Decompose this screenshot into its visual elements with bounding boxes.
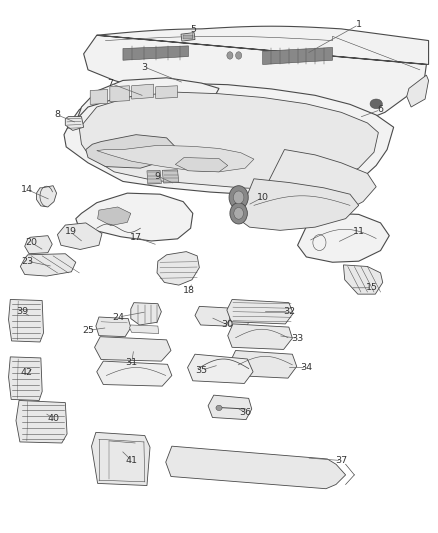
Text: 18: 18 bbox=[183, 286, 194, 295]
Text: 33: 33 bbox=[291, 334, 304, 343]
Text: 14: 14 bbox=[21, 185, 33, 194]
Polygon shape bbox=[157, 252, 199, 285]
Polygon shape bbox=[181, 33, 195, 41]
Polygon shape bbox=[123, 46, 188, 60]
Polygon shape bbox=[297, 213, 389, 262]
Polygon shape bbox=[57, 223, 102, 249]
Polygon shape bbox=[25, 236, 52, 254]
Text: 41: 41 bbox=[126, 456, 138, 465]
Circle shape bbox=[227, 52, 233, 59]
Circle shape bbox=[229, 185, 248, 209]
Text: 25: 25 bbox=[82, 326, 94, 335]
Circle shape bbox=[230, 203, 247, 224]
Polygon shape bbox=[86, 135, 175, 168]
Polygon shape bbox=[97, 361, 172, 386]
Text: 32: 32 bbox=[283, 307, 295, 316]
Polygon shape bbox=[98, 207, 131, 225]
Polygon shape bbox=[95, 337, 171, 361]
Polygon shape bbox=[147, 170, 161, 184]
Polygon shape bbox=[132, 84, 153, 99]
Polygon shape bbox=[343, 265, 383, 294]
Polygon shape bbox=[208, 395, 252, 419]
Text: 19: 19 bbox=[64, 228, 77, 237]
Polygon shape bbox=[77, 78, 219, 119]
Polygon shape bbox=[162, 169, 179, 183]
Polygon shape bbox=[36, 185, 57, 207]
Text: 36: 36 bbox=[239, 408, 251, 417]
Polygon shape bbox=[166, 446, 346, 489]
Text: 40: 40 bbox=[47, 414, 59, 423]
Text: 10: 10 bbox=[257, 193, 268, 202]
Polygon shape bbox=[237, 179, 359, 230]
Polygon shape bbox=[92, 432, 150, 486]
Circle shape bbox=[236, 52, 242, 59]
Text: 15: 15 bbox=[366, 283, 378, 292]
Polygon shape bbox=[76, 193, 193, 241]
Polygon shape bbox=[195, 306, 231, 326]
Text: 1: 1 bbox=[356, 20, 362, 29]
Circle shape bbox=[234, 207, 244, 219]
Polygon shape bbox=[9, 357, 42, 400]
Ellipse shape bbox=[216, 405, 222, 410]
Text: 24: 24 bbox=[113, 312, 124, 321]
Text: 6: 6 bbox=[378, 105, 384, 114]
Polygon shape bbox=[131, 303, 161, 325]
Polygon shape bbox=[155, 86, 177, 99]
Polygon shape bbox=[407, 75, 428, 107]
Polygon shape bbox=[227, 300, 293, 324]
Text: 39: 39 bbox=[17, 307, 28, 316]
FancyBboxPatch shape bbox=[183, 35, 193, 39]
Polygon shape bbox=[263, 47, 332, 64]
Text: 3: 3 bbox=[142, 63, 148, 71]
Polygon shape bbox=[263, 150, 376, 219]
Text: 11: 11 bbox=[353, 228, 365, 237]
Polygon shape bbox=[230, 351, 297, 378]
Text: 17: 17 bbox=[130, 233, 142, 242]
Text: 35: 35 bbox=[195, 366, 208, 375]
Text: 42: 42 bbox=[21, 368, 33, 377]
Text: 23: 23 bbox=[21, 257, 33, 265]
Text: 31: 31 bbox=[126, 358, 138, 367]
Polygon shape bbox=[228, 324, 292, 350]
Polygon shape bbox=[97, 146, 254, 172]
Polygon shape bbox=[110, 86, 130, 102]
Polygon shape bbox=[16, 400, 67, 443]
Polygon shape bbox=[90, 90, 108, 104]
Text: 7: 7 bbox=[107, 78, 113, 87]
Text: 37: 37 bbox=[335, 456, 347, 465]
Text: 30: 30 bbox=[222, 320, 234, 329]
Polygon shape bbox=[79, 92, 378, 190]
Polygon shape bbox=[130, 325, 159, 334]
Text: 34: 34 bbox=[300, 363, 312, 372]
Polygon shape bbox=[84, 26, 428, 128]
Polygon shape bbox=[64, 83, 394, 196]
Polygon shape bbox=[229, 308, 251, 328]
Text: 9: 9 bbox=[155, 172, 161, 181]
Polygon shape bbox=[175, 158, 228, 172]
Polygon shape bbox=[20, 254, 76, 276]
Circle shape bbox=[233, 191, 244, 204]
Polygon shape bbox=[9, 300, 43, 342]
Text: 20: 20 bbox=[25, 238, 37, 247]
Polygon shape bbox=[65, 117, 84, 131]
Polygon shape bbox=[96, 317, 131, 337]
Text: 8: 8 bbox=[54, 110, 60, 119]
Ellipse shape bbox=[370, 99, 382, 109]
Text: 5: 5 bbox=[190, 26, 196, 35]
Polygon shape bbox=[187, 354, 253, 383]
